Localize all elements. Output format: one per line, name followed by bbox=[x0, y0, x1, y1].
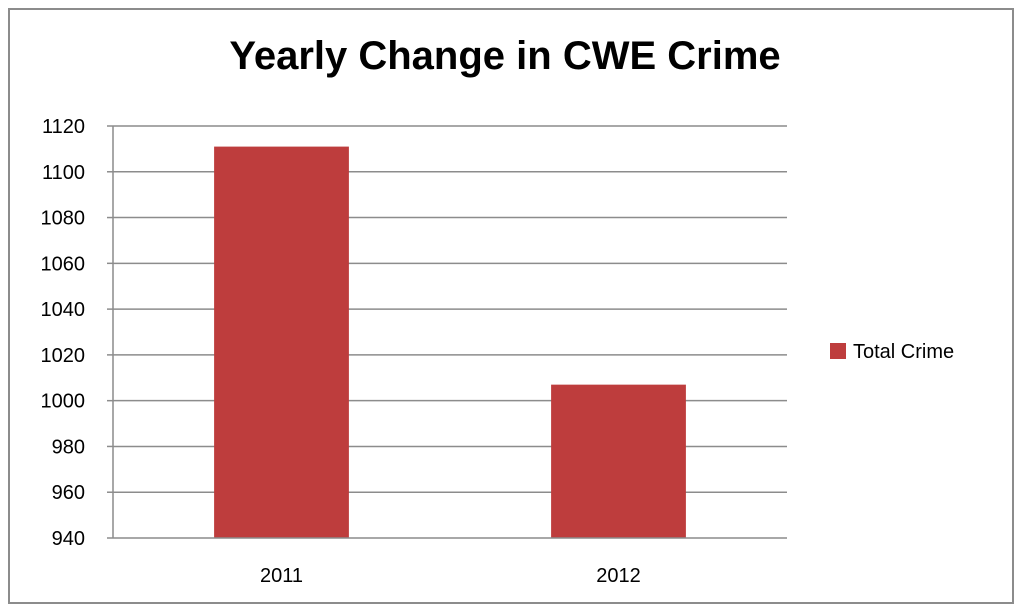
x-axis-category-labels: 2011 2012 bbox=[260, 565, 641, 587]
y-tick-label: 940 bbox=[52, 528, 85, 550]
legend-swatch bbox=[830, 343, 846, 359]
y-axis-tick-labels: 940 960 980 1000 1020 1040 1060 1080 1100 1120 bbox=[41, 116, 113, 550]
y-tick-label: 980 bbox=[52, 436, 85, 458]
legend: Total Crime bbox=[830, 341, 954, 363]
y-tick-label: 1000 bbox=[41, 391, 86, 413]
y-tick-label: 1120 bbox=[42, 116, 85, 138]
y-tick-label: 1020 bbox=[41, 345, 86, 367]
bar-2012 bbox=[551, 384, 686, 538]
y-tick-label: 1100 bbox=[42, 162, 85, 184]
y-tick-label: 960 bbox=[52, 482, 85, 504]
y-tick-label: 1060 bbox=[41, 253, 86, 275]
chart-frame bbox=[8, 8, 1014, 604]
x-category-label: 2012 bbox=[596, 565, 641, 587]
legend-label: Total Crime bbox=[853, 341, 954, 363]
y-tick-label: 1040 bbox=[41, 299, 86, 321]
y-tick-label: 1080 bbox=[41, 208, 86, 230]
x-category-label: 2011 bbox=[260, 565, 303, 587]
bars bbox=[214, 146, 686, 538]
bar-2011 bbox=[214, 146, 349, 538]
chart-title: Yearly Change in CWE Crime bbox=[229, 34, 781, 78]
